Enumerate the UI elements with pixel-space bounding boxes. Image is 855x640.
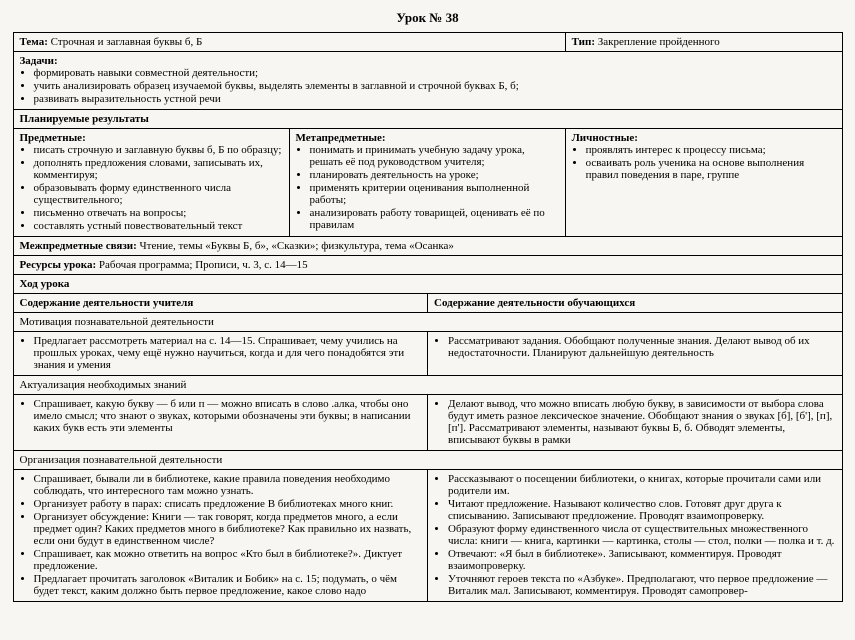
interdisc-cell: Межпредметные связи: Чтение, темы «Буквы…	[13, 237, 842, 256]
list-item: формировать навыки совместной деятельнос…	[34, 67, 836, 79]
flow-table: Содержание деятельности учителя Содержан…	[13, 294, 843, 602]
resources-text: Рабочая программа; Прописи, ч. 3, с. 14—…	[99, 259, 308, 271]
list-item: применять критерии оценивания выполненно…	[310, 182, 559, 206]
list-item: Спрашивает, бывали ли в библиотеке, каки…	[34, 473, 422, 497]
list-item: Уточняют героев текста по «Азбуке». Пред…	[448, 573, 836, 597]
stage2-header: Актуализация необходимых знаний	[13, 376, 842, 395]
stage1-teacher-cell: Предлагает рассмотреть материал на с. 14…	[13, 332, 428, 376]
stage2-teacher-cell: Спрашивает, какую букву — б или п — можн…	[13, 395, 428, 451]
list-item: Спрашивает, как можно ответить на вопрос…	[34, 548, 422, 572]
meta-label: Метапредметные:	[296, 132, 386, 144]
results-header: Планируемые результаты	[13, 110, 842, 129]
resources-label: Ресурсы урока:	[20, 259, 97, 271]
personal-list: проявлять интерес к процессу письма; осв…	[572, 144, 836, 181]
personal-label: Личностные:	[572, 132, 638, 144]
list-item: понимать и принимать учебную задачу урок…	[310, 144, 559, 168]
theme-cell: Тема: Строчная и заглавная буквы б, Б	[13, 33, 565, 52]
personal-results-cell: Личностные: проявлять интерес к процессу…	[565, 129, 842, 237]
type-label: Тип:	[572, 36, 595, 48]
subject-label: Предметные:	[20, 132, 86, 144]
list-item: Организует работу в парах: списать предл…	[34, 498, 422, 510]
list-item: Спрашивает, какую букву — б или п — можн…	[34, 398, 422, 434]
theme-text: Строчная и заглавная буквы б, Б	[51, 36, 203, 48]
list-item: осваивать роль ученика на основе выполне…	[586, 157, 836, 181]
meta-results-cell: Метапредметные: понимать и принимать уче…	[289, 129, 565, 237]
stage3-teacher-cell: Спрашивает, бывали ли в библиотеке, каки…	[13, 470, 428, 602]
list-item: Образуют форму единственного числа от су…	[448, 523, 836, 547]
list-item: Рассказывают о посещении библиотеки, о к…	[448, 473, 836, 497]
tasks-cell: Задачи: формировать навыки совместной де…	[13, 52, 842, 110]
theme-label: Тема:	[20, 36, 48, 48]
stage2-students-cell: Делают вывод, что можно вписать любую бу…	[428, 395, 843, 451]
list-item: анализировать работу товарищей, оцениват…	[310, 207, 559, 231]
list-item: образовывать форму единственного числа с…	[34, 182, 283, 206]
type-text: Закрепление пройденного	[598, 36, 720, 48]
subject-results-cell: Предметные: писать строчную и заглавную …	[13, 129, 289, 237]
list-item: проявлять интерес к процессу письма;	[586, 144, 836, 156]
list-item: Организует обсуждение: Книги — так говор…	[34, 511, 422, 547]
list-item: учить анализировать образец изучаемой бу…	[34, 80, 836, 92]
list-item: Рассматривают задания. Обобщают полученн…	[448, 335, 836, 359]
list-item: составлять устный повествовательный текс…	[34, 220, 283, 232]
list-item: Предлагает рассмотреть материал на с. 14…	[34, 335, 422, 371]
lesson-title: Урок № 38	[13, 10, 843, 26]
list-item: письменно отвечать на вопросы;	[34, 207, 283, 219]
interdisc-label: Межпредметные связи:	[20, 240, 137, 252]
meta-list: понимать и принимать учебную задачу урок…	[296, 144, 559, 231]
list-item: Отвечают: «Я был в библиотеке». Записыва…	[448, 548, 836, 572]
list-item: Делают вывод, что можно вписать любую бу…	[448, 398, 836, 446]
teacher-col-header: Содержание деятельности учителя	[13, 294, 428, 313]
stage1-students-cell: Рассматривают задания. Обобщают полученн…	[428, 332, 843, 376]
stage3-header: Организация познавательной деятельности	[13, 451, 842, 470]
resources-cell: Ресурсы урока: Рабочая программа; Пропис…	[13, 256, 842, 275]
list-item: развивать выразительность устной речи	[34, 93, 836, 105]
interdisc-text: Чтение, темы «Буквы Б, б», «Сказки»; физ…	[140, 240, 454, 252]
stage1-header: Мотивация познавательной деятельности	[13, 313, 842, 332]
stage3-students-cell: Рассказывают о посещении библиотеки, о к…	[428, 470, 843, 602]
lesson-plan-table: Тема: Строчная и заглавная буквы б, Б Ти…	[13, 32, 843, 294]
list-item: планировать деятельность на уроке;	[310, 169, 559, 181]
tasks-list: формировать навыки совместной деятельнос…	[20, 67, 836, 105]
list-item: дополнять предложения словами, записыват…	[34, 157, 283, 181]
type-cell: Тип: Закрепление пройденного	[565, 33, 842, 52]
lesson-flow-header: Ход урока	[13, 275, 842, 294]
list-item: Предлагает прочитать заголовок «Виталик …	[34, 573, 422, 597]
tasks-label: Задачи:	[20, 55, 58, 67]
students-col-header: Содержание деятельности обучающихся	[428, 294, 843, 313]
list-item: писать строчную и заглавную буквы б, Б п…	[34, 144, 283, 156]
subject-list: писать строчную и заглавную буквы б, Б п…	[20, 144, 283, 232]
list-item: Читают предложение. Называют количество …	[448, 498, 836, 522]
